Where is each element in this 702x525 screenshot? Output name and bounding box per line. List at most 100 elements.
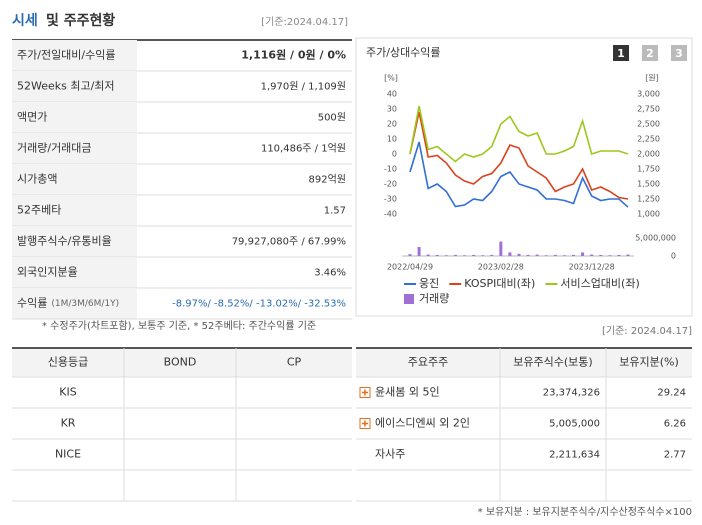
legend-swatch [404,294,414,304]
holder-cell: 23,374,326 [543,388,600,399]
volume-bar [617,254,621,256]
credit-cell: KR [61,417,76,430]
volume-bar [590,254,594,256]
volume-bar [608,255,612,256]
tab-label[interactable]: 1 [617,47,625,60]
volume-tick-label: 5,000,000 [635,234,676,243]
label-cell [12,102,137,133]
credit-cell: NICE [55,448,81,461]
holder-name: 에이스디엔씨 외 2인 [375,417,470,430]
y-tick-label: -20 [384,180,397,189]
volume-bar [535,254,539,256]
x-tick-label: 2022/04/29 [387,263,433,272]
expand-plus[interactable] [362,420,368,427]
volume-bar [517,253,521,256]
volume-bar [553,254,557,256]
y-tick-label: -10 [384,165,397,174]
row-label: 52주베타 [17,204,61,217]
y-tick-label: 10 [387,135,397,144]
series-line [409,111,629,200]
holder-name: 자사주 [375,448,405,461]
holders-date: [기준: 2024.04.17] [602,325,692,337]
holder-cell: 2,211,634 [549,450,600,461]
y2-tick-label: 1,750 [637,165,660,174]
row-value: 1,116원 / 0원 / 0% [241,48,346,62]
volume-bar [499,241,503,256]
holder-name: 윤새봄 외 5인 [375,386,440,399]
label-cell [12,288,137,319]
y-label: [%] [384,74,398,83]
chart-title: 주가/상대수익률 [366,46,441,59]
volume-bar [508,252,512,256]
holder-cell: 6.26 [664,419,686,430]
series-line [409,105,629,163]
row-value: 892억원 [309,174,347,186]
row-label: 거래량/거래대금 [17,142,92,155]
volume-bar [472,254,476,256]
y2-tick-label: 1,000 [637,210,660,219]
chart-panel [355,37,693,317]
tab-label[interactable]: 2 [646,47,654,60]
volume-bar [481,255,485,256]
volume-bar [526,254,530,256]
row-label: 시가총액 [17,173,57,186]
row-label: 52Weeks 최고/최저 [17,80,115,93]
label-cell [12,40,137,71]
header-row [356,349,692,377]
y-tick-label: 40 [387,90,397,99]
y2-tick-label: 2,500 [637,120,660,129]
y2-tick-label: 1,250 [637,195,660,204]
header-cell: 보유지분(%) [619,356,679,369]
label-cell [12,71,137,102]
row-value: 1.57 [324,206,346,217]
tab[interactable] [671,45,687,61]
header-cell: BOND [164,356,197,369]
row-label: 외국인지분율 [17,266,78,279]
date: [기준:2024.04.17] [261,16,348,28]
holder-cell: 5,005,000 [549,419,600,430]
y2-tick-label: 3,000 [637,90,660,99]
title: 시세 [12,13,38,29]
label-cell [12,164,137,195]
y2-tick-label: 2,000 [637,150,660,159]
y2-label: [원] [645,74,659,83]
expand-plus[interactable] [362,389,368,396]
row-label: 발행주식수/유통비율 [17,235,112,248]
legend-label: 서비스업대비(좌) [560,277,639,290]
y2-tick-label: 1,500 [637,180,660,189]
row-value: 500원 [318,112,346,124]
tab-label[interactable]: 3 [675,47,683,60]
header-cell: 신용등급 [48,356,88,369]
volume-bar [544,255,548,256]
tab[interactable] [642,45,658,61]
row-value: 79,927,080주 / 67.99% [232,237,346,248]
volume-bar [435,254,439,256]
row-label: 주가/전일대비/수익률 [17,48,116,62]
row-value: 1,970원 / 1,109원 [261,81,346,93]
y-tick-label: 30 [387,105,397,114]
volume-bar [581,252,585,256]
y-tick-label: 20 [387,120,397,129]
row-value: 110,486주 / 1억원 [261,143,346,155]
label-cell [12,195,137,226]
volume-bar [562,255,566,256]
series-line [409,141,629,208]
legend-label: KOSPI대비(좌) [464,277,535,290]
legend-label: 웅진 [419,277,439,290]
label-cell [12,226,137,257]
y-tick-label: -30 [384,195,397,204]
header-cell: CP [287,356,302,369]
volume-bar [408,254,412,256]
y2-tick-label: 2,250 [637,135,660,144]
header-cell: 보유주식수(보통) [513,356,592,369]
header-row [12,349,352,377]
title-rest: 및 주주현황 [46,12,115,29]
y2-tick-label: 2,750 [637,105,660,114]
volume-bar [572,254,575,256]
label-cell [12,133,137,164]
holders-footnote: * 보유지분 : 보유지분주식수/지수산정주식수×100 [478,506,692,518]
x-tick-label: 2023/12/28 [569,263,615,272]
tab[interactable] [613,45,629,61]
legend-label: 거래량 [419,292,449,305]
volume-bar [490,254,494,256]
